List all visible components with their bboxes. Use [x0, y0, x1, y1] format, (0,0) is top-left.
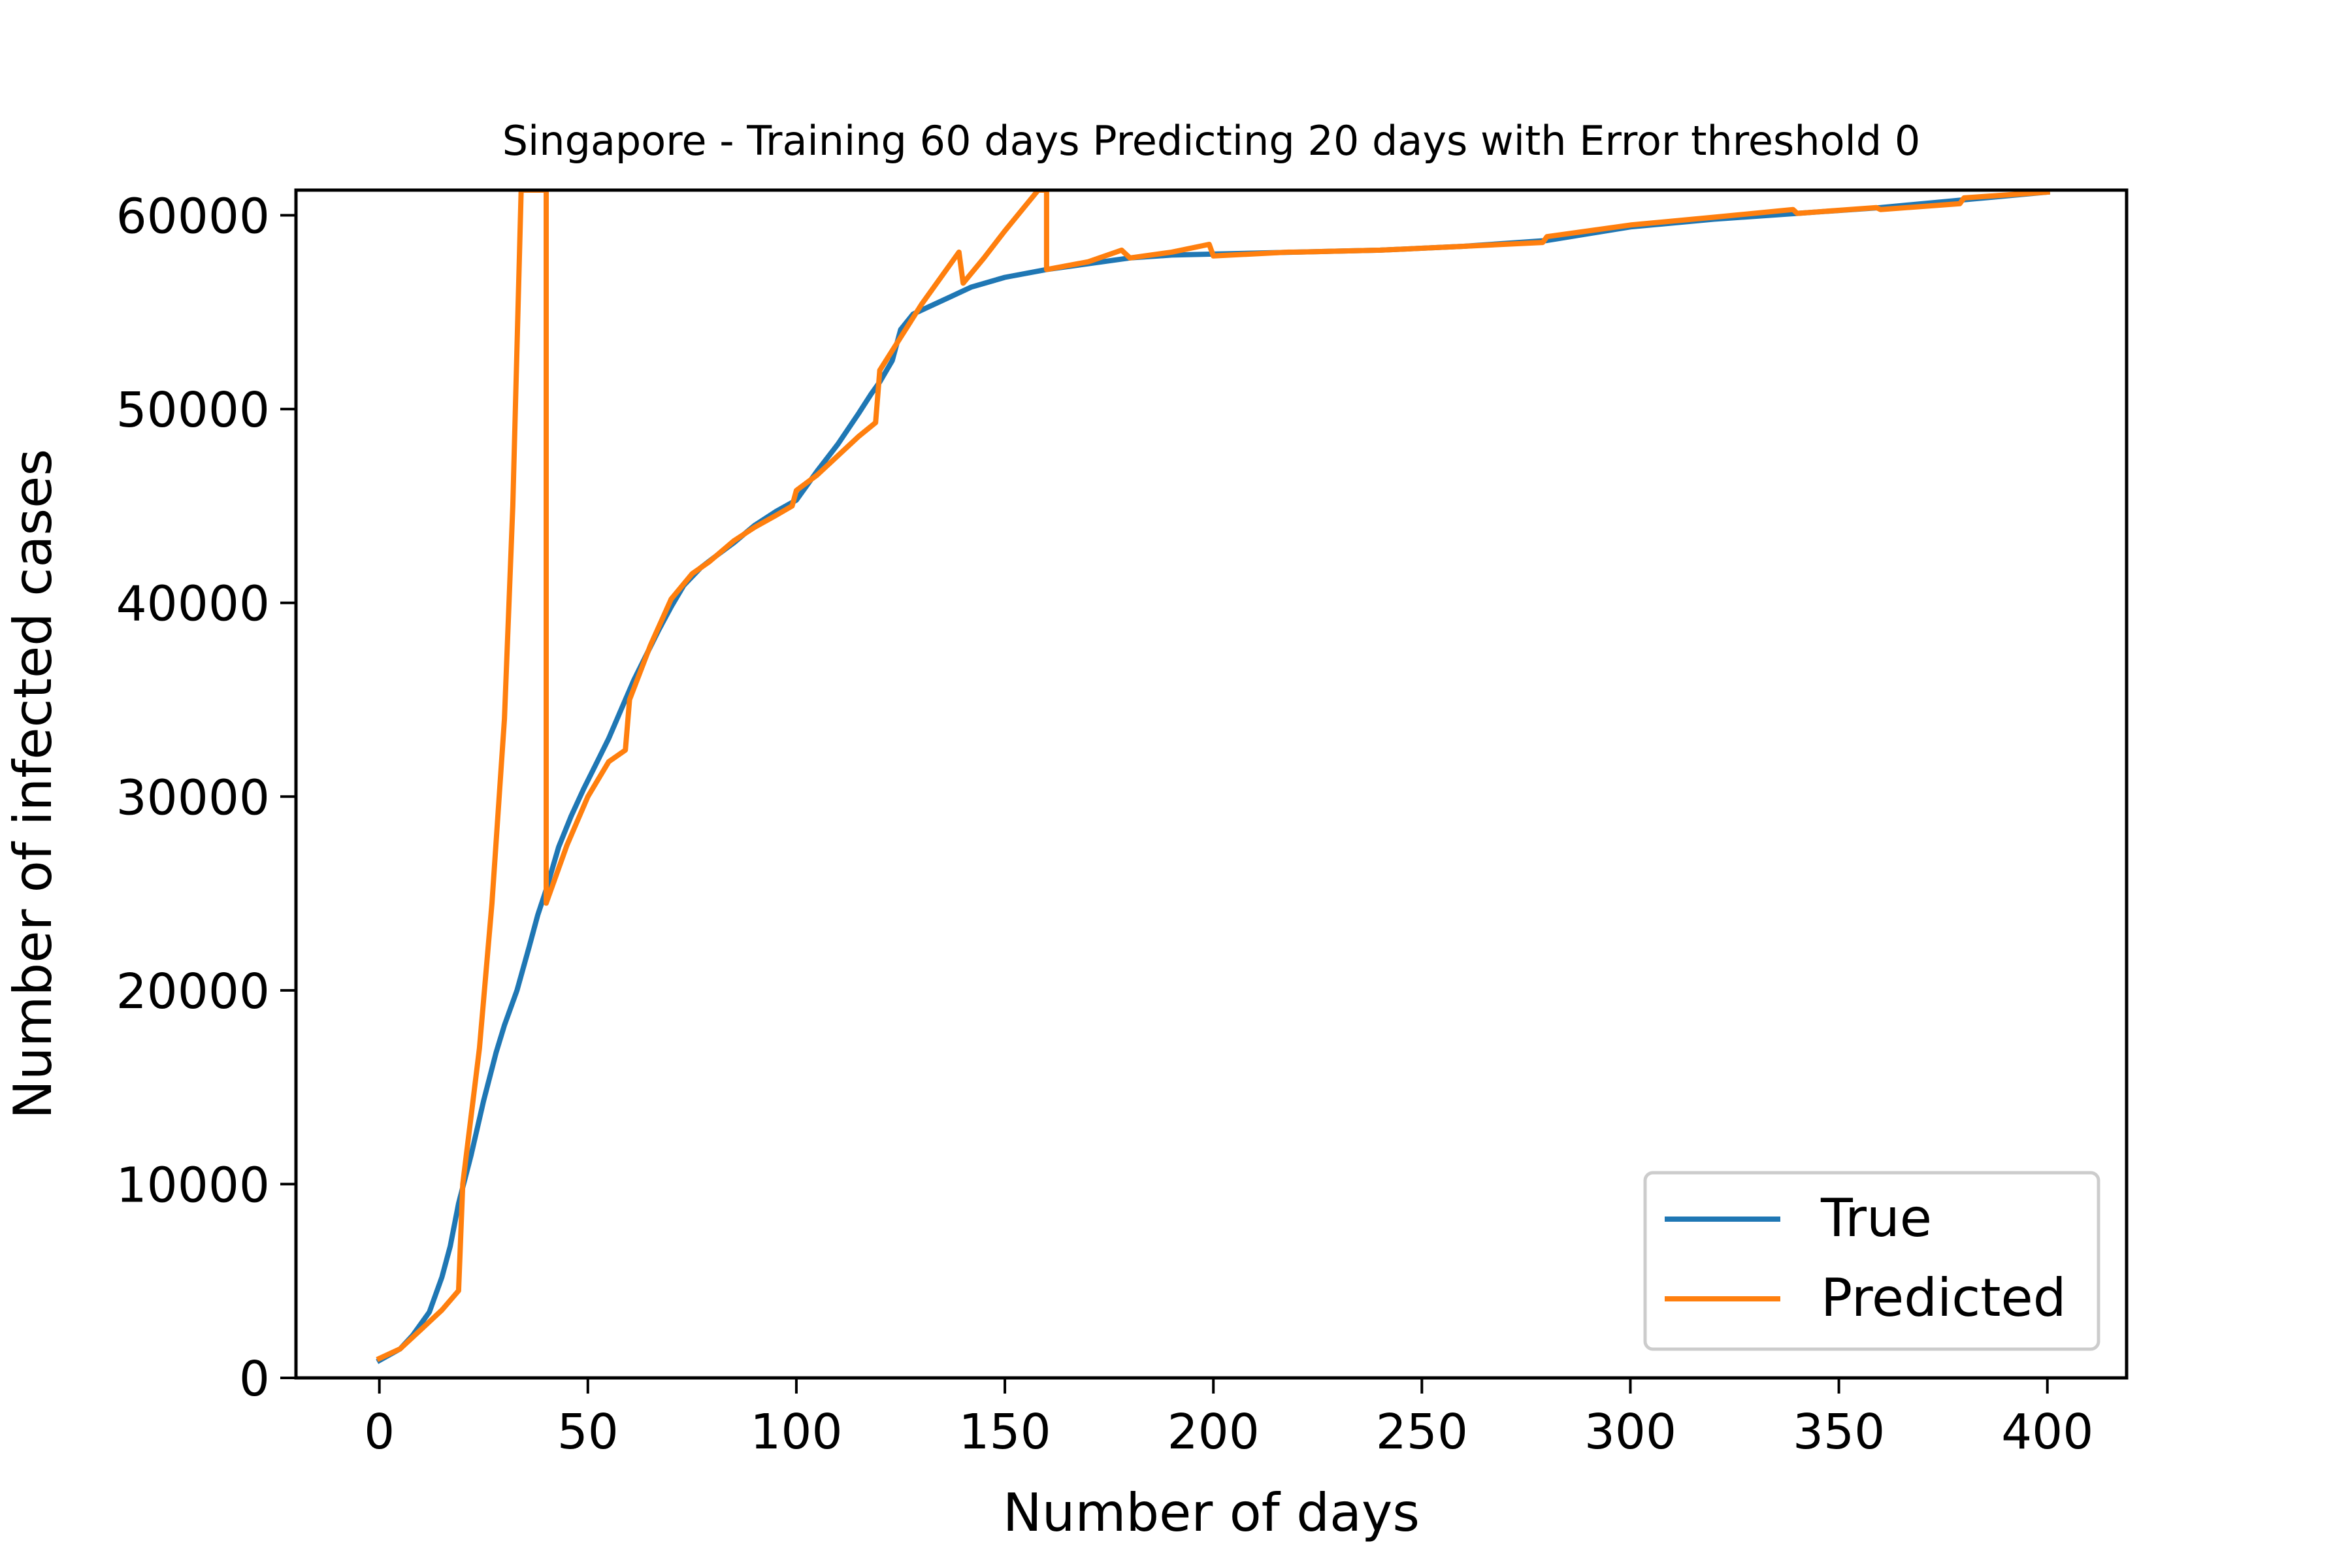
- series-line-predicted: [376, 190, 2050, 1362]
- series-layer: [376, 190, 2051, 1364]
- x-tick-label: 0: [364, 1404, 395, 1460]
- legend-label-predicted: Predicted: [1821, 1267, 2066, 1328]
- x-axis: 0 50 100 150 200 250 300 350 400: [364, 1378, 2093, 1460]
- y-tick-label: 50000: [116, 382, 270, 438]
- x-tick-label: 400: [2001, 1404, 2093, 1460]
- x-tick-label: 300: [1584, 1404, 1676, 1460]
- x-tick-label: 350: [1793, 1404, 1885, 1460]
- chart-title: Singapore - Training 60 days Predicting …: [502, 117, 1921, 165]
- y-axis-label: Number of infected cases: [3, 449, 63, 1119]
- y-tick-label: 0: [239, 1351, 270, 1407]
- x-tick-label: 150: [958, 1404, 1051, 1460]
- legend: True Predicted: [1643, 1171, 2100, 1351]
- x-axis-label: Number of days: [1003, 1482, 1420, 1543]
- x-tick-label: 50: [557, 1404, 619, 1460]
- y-axis: 0 10000 20000 30000 40000 50000 60000: [116, 189, 296, 1407]
- legend-label-true: True: [1820, 1188, 1932, 1249]
- y-tick-label: 30000: [116, 770, 270, 826]
- y-tick-label: 20000: [116, 964, 270, 1020]
- y-tick-label: 40000: [116, 576, 270, 632]
- plot-frame: [294, 188, 2129, 1380]
- x-tick-label: 100: [750, 1404, 842, 1460]
- x-tick-label: 200: [1168, 1404, 1260, 1460]
- y-tick-label: 60000: [116, 189, 270, 245]
- y-tick-label: 10000: [116, 1157, 270, 1213]
- x-tick-label: 250: [1376, 1404, 1468, 1460]
